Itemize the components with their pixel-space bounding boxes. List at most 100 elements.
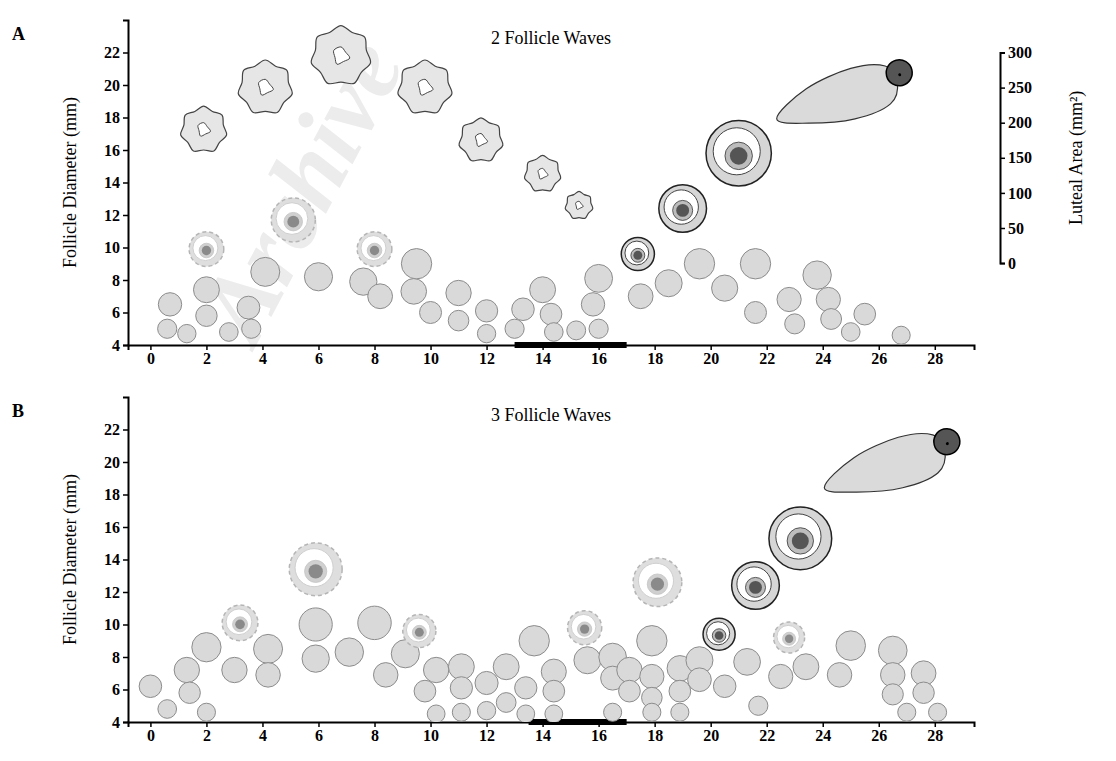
x-tick-mark (935, 345, 937, 350)
y-axis: 46810121416182022 (104, 21, 129, 354)
series-circle (139, 606, 946, 722)
x-tick-mark (822, 345, 824, 350)
antrum (406, 618, 430, 642)
series-ring (703, 507, 832, 650)
antrum (777, 625, 799, 647)
x-tick: 4 (259, 345, 267, 367)
x-tick: 26 (871, 722, 887, 744)
x-tick-label: 12 (479, 727, 495, 744)
x-tick-label: 24 (815, 350, 831, 367)
x-tick: 16 (591, 722, 607, 744)
cumulus (367, 243, 382, 258)
follicle (913, 682, 934, 703)
luteal-tissue (398, 60, 452, 113)
cumulus (647, 574, 667, 594)
follicle (174, 657, 199, 682)
cumulus (745, 577, 765, 597)
y-tick-label: 16 (104, 519, 120, 536)
y2-tick-label: 0 (1008, 255, 1016, 272)
follicle-wall (706, 121, 771, 186)
x-tick: 2 (203, 345, 211, 367)
antrum (193, 236, 218, 261)
ovulating-follicle (817, 423, 968, 506)
follicle-wall (568, 611, 602, 645)
oocyte (370, 246, 379, 255)
follicle (519, 626, 549, 656)
y-tick-mark (123, 117, 128, 119)
marks-layer (139, 423, 968, 722)
follicle-body (769, 58, 904, 137)
x-tick-label: 20 (703, 350, 719, 367)
cumulus (577, 622, 591, 636)
follicle (304, 263, 332, 291)
y-tick-mark (123, 182, 128, 184)
follicle (237, 296, 260, 319)
cumulus (631, 248, 645, 262)
antrum (707, 622, 730, 645)
series-circle (158, 249, 911, 345)
follicle (544, 323, 563, 342)
follicle (882, 684, 903, 705)
x-tick: 18 (647, 722, 663, 744)
follicle (713, 675, 736, 698)
follicle (628, 284, 653, 309)
follicle-wall (703, 618, 735, 650)
follicle (302, 645, 329, 672)
follicle (178, 324, 196, 342)
follicle (585, 264, 613, 292)
follicle (505, 319, 524, 338)
y-tick-mark (123, 624, 128, 626)
dominant-follicle (271, 198, 315, 242)
y-tick-label: 4 (112, 714, 120, 731)
follicle (574, 647, 601, 674)
x-tick-mark (318, 345, 320, 350)
dominant-follicle (774, 622, 805, 653)
follicle (617, 657, 642, 682)
cumulus (712, 629, 725, 642)
y-axis-title: Follicle Diameter (mm) (60, 474, 81, 645)
x-tick-mark (486, 722, 488, 727)
y-tick-mark (123, 689, 128, 691)
follicle (734, 649, 761, 676)
follicle (712, 275, 738, 301)
y-tick-label: 10 (104, 239, 120, 256)
y-tick-mark (123, 592, 128, 594)
oocyte (235, 619, 245, 629)
follicle-wall (271, 198, 315, 242)
dominant-follicle (403, 614, 436, 647)
y-axis: 46810121416182022 (104, 398, 129, 731)
corpus-luteum (238, 60, 292, 113)
x-tick-mark (822, 722, 824, 727)
y-tick: 12 (104, 584, 128, 601)
y-tick: 16 (104, 142, 128, 159)
x-tick-mark (710, 722, 712, 727)
series-ring (621, 121, 771, 271)
y2-tick-mark (1000, 87, 1005, 89)
corpus-luteum (181, 106, 227, 151)
y-tick-mark (123, 559, 128, 561)
follicle (567, 321, 586, 340)
follicle-wall (222, 605, 258, 641)
y-axis-title: Follicle Diameter (mm) (60, 97, 81, 268)
x-tick-label: 28 (927, 727, 943, 744)
y-tick-label: 10 (104, 616, 120, 633)
corpus-luteum (524, 155, 560, 191)
follicle (769, 664, 793, 688)
y-tick: 22 (104, 421, 128, 438)
y-tick-mark (123, 52, 128, 54)
x-tick-label: 6 (315, 350, 323, 367)
follicle (604, 703, 622, 721)
y-tick-mark (123, 247, 128, 249)
panel: 0246810121416182022242628468101214161820… (12, 398, 975, 745)
y-tick-mark (123, 312, 128, 314)
follicle (335, 638, 363, 666)
oocyte (651, 578, 664, 591)
y2-tick-mark (1000, 193, 1005, 195)
y-tick-label: 12 (104, 584, 120, 601)
follicle (749, 696, 768, 715)
x-tick: 0 (147, 345, 155, 367)
antrum (737, 567, 771, 601)
follicle (892, 326, 910, 344)
follicle (358, 606, 391, 639)
x-tick-mark (710, 345, 712, 350)
